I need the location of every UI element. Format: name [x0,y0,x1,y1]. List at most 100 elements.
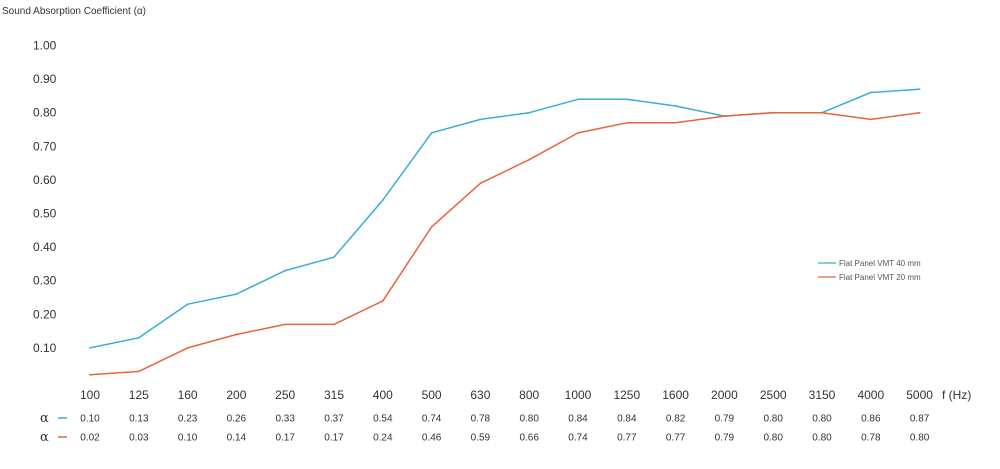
y-tick-label: 0.90 [33,72,57,86]
data-point [625,98,628,101]
value-label: 0.37 [324,414,344,425]
data-point [577,131,579,134]
value-label: 0.59 [471,433,491,444]
x-tick-label: 1600 [662,388,689,402]
value-label: 0.17 [275,433,295,444]
value-label: 0.33 [275,414,295,425]
data-point [333,256,335,259]
data-point [918,111,921,114]
x-tick-label: 160 [178,388,198,402]
x-tick-label: 315 [324,388,344,402]
series-line-1 [89,88,920,349]
data-point [528,158,531,161]
data-point [479,118,482,121]
series-lines [89,88,921,376]
row-alpha-symbol: α [40,411,49,426]
data-point [723,115,726,117]
legend-label: Flat Panel VMT 40 mm [839,259,921,268]
data-point [333,323,335,326]
data-point [381,299,384,302]
y-tick-label: 0.20 [33,307,57,321]
y-tick-label: 0.30 [33,274,57,288]
value-label: 0.84 [617,414,637,425]
value-label: 0.80 [763,433,783,444]
y-tick-label: 0.10 [33,341,57,355]
x-tick-label: 630 [470,388,490,402]
value-label: 0.80 [763,414,783,425]
x-tick-label: 1250 [613,388,640,402]
x-tick-labels: 100 125 160 200 250 315 400 500 630 800 1000 1250 16… [80,388,933,402]
value-label: 0.10 [80,414,100,425]
value-label: 0.10 [178,433,198,444]
value-label: 0.23 [178,414,198,425]
data-point [577,98,579,101]
value-label: 0.66 [519,433,539,444]
data-point [479,182,482,185]
x-tick-label: 500 [422,388,442,402]
row-alpha-symbol: α [40,430,49,445]
value-table: α 0.10 0.13 0.23 0.26 0.33 0.37 0.54 0.74 0.78 0.8… [40,411,930,445]
value-label: 0.13 [129,414,149,425]
data-point [869,91,872,94]
value-label: 0.84 [568,414,588,425]
data-point [381,199,384,201]
data-point [918,88,921,91]
data-point [89,373,91,376]
data-point [186,347,189,349]
y-tick-label: 0.50 [33,207,57,221]
y-tick-label: 0.70 [33,139,57,153]
y-tick-label: 0.60 [33,173,57,187]
legend: Flat Panel VMT 40 mm Flat Panel VMT 20 mm [818,259,921,282]
value-label: 0.77 [666,433,686,444]
x-tick-label: 250 [275,388,295,402]
data-point [137,336,140,339]
data-point [528,111,531,114]
data-point [869,118,872,121]
value-label: 0.54 [373,414,393,425]
data-point [674,105,677,107]
value-label: 0.17 [324,433,344,444]
x-tick-label: 200 [226,388,246,402]
data-point [674,121,677,124]
y-axis-title: Sound Absorption Coefficient (α) [2,6,146,17]
value-label: 0.86 [861,414,881,425]
data-point [235,333,238,336]
series-line-2 [89,111,920,376]
value-label: 0.14 [227,433,247,444]
data-point [284,323,287,326]
y-tick-label: 1.00 [33,39,57,53]
value-label: 0.80 [812,433,832,444]
x-tick-label: 4000 [857,388,884,402]
data-point [284,269,287,272]
value-label: 0.77 [617,433,637,444]
data-point [137,370,140,373]
data-point [430,226,433,228]
value-label: 0.79 [715,414,735,425]
value-label: 0.87 [910,414,930,425]
value-label: 0.03 [129,433,149,444]
x-tick-label: 125 [129,388,149,402]
value-label: 0.24 [373,433,393,444]
x-tick-label: 2500 [760,388,787,402]
value-label: 0.82 [666,414,686,425]
data-point [625,121,628,124]
data-point [430,131,433,134]
y-tick-labels: 1.00 0.90 0.80 0.70 0.60 0.50 0.40 0.30 0.20 0.10 [33,39,57,355]
x-tick-label: 100 [80,388,100,402]
value-label: 0.78 [471,414,491,425]
x-tick-label: 400 [373,388,393,402]
x-tick-label: 3150 [809,388,836,402]
value-label: 0.80 [910,433,930,444]
data-point [772,111,775,114]
value-label: 0.80 [812,414,832,425]
value-label: 0.46 [422,433,442,444]
value-label: 0.02 [80,433,100,444]
legend-label: Flat Panel VMT 20 mm [839,273,921,282]
x-unit-label: f (Hz) [942,388,971,402]
y-tick-label: 0.40 [33,240,57,254]
data-point [235,293,238,296]
x-tick-label: 800 [519,388,539,402]
x-tick-label: 1000 [565,388,592,402]
y-tick-label: 0.80 [33,106,57,120]
